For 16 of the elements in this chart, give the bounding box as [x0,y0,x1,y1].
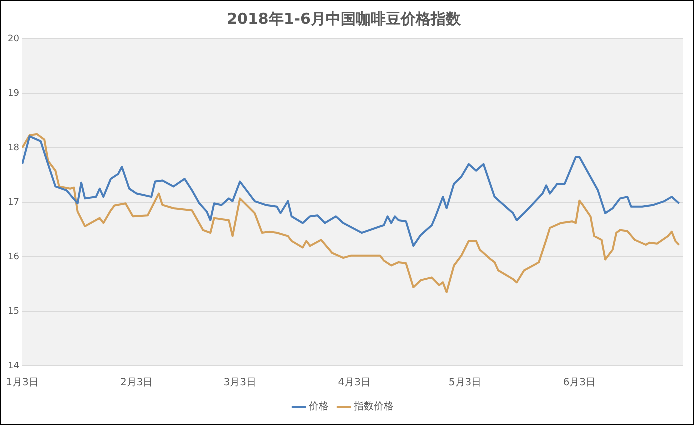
x-tick-label: 5月3日 [448,378,482,389]
x-tick-label: 3月3日 [224,378,257,389]
y-tick-label: 14 [8,361,20,372]
legend-label: 价格 [308,400,329,413]
x-tick-label: 6月3日 [563,378,596,389]
x-tick-label: 4月3日 [338,378,371,389]
x-tick-label: 1月3日 [6,378,39,389]
y-tick-label: 17 [8,198,20,208]
y-tick-label: 16 [8,252,20,262]
y-tick-label: 20 [8,34,20,44]
y-tick-label: 18 [8,143,20,154]
y-tick-label: 15 [8,306,20,317]
chart-title: 2018年1-6月中国咖啡豆价格指数 [227,10,462,28]
legend-label: 指数价格 [353,400,394,413]
x-tick-label: 2月3日 [120,378,154,389]
y-tick-label: 19 [8,88,20,99]
